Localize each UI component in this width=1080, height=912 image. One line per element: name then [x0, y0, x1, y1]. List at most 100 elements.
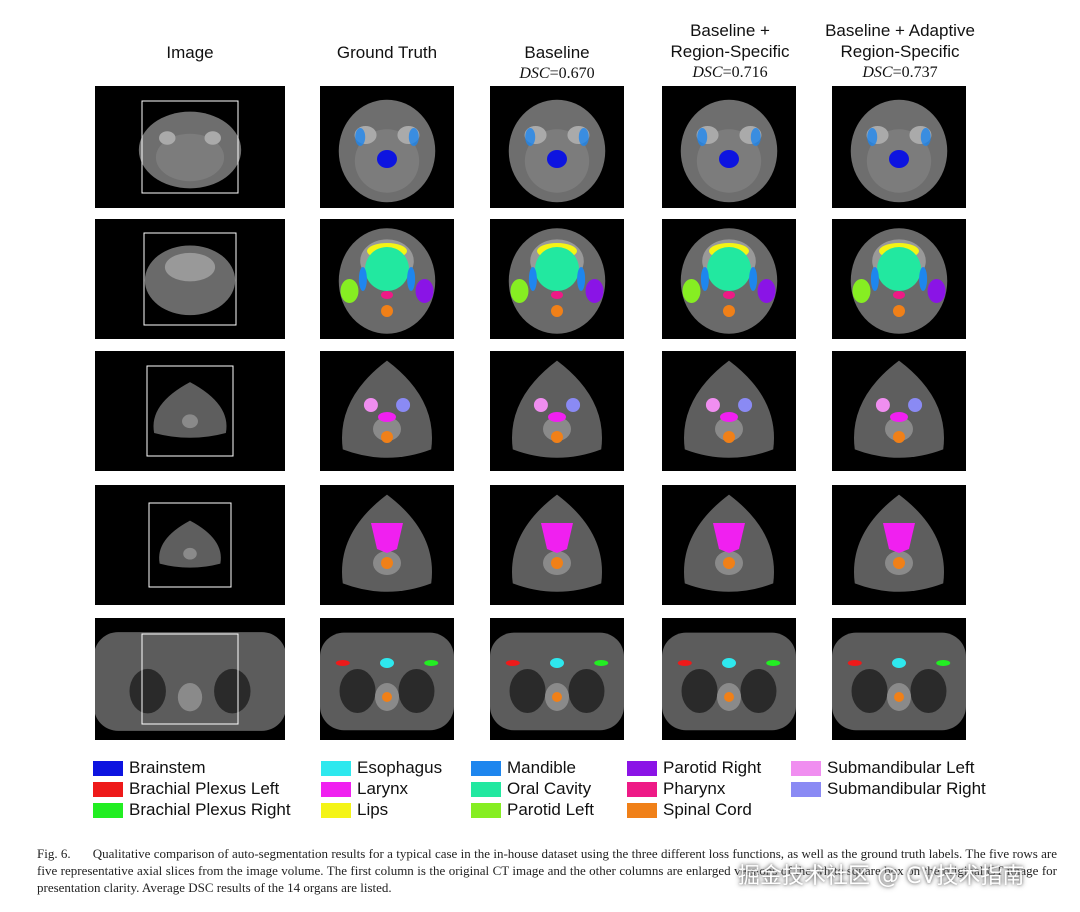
ct-panel [95, 219, 285, 339]
vertebra [181, 414, 199, 429]
lung [568, 669, 605, 713]
dsc-value: DSC=0.670 [490, 63, 624, 84]
legend-label: Esophagus [357, 758, 443, 777]
crop-box [143, 232, 237, 326]
organ-esophagus [722, 658, 736, 668]
organ-mandible [870, 267, 879, 291]
organ-spinal-cord [723, 557, 735, 569]
organ-spinal-cord [893, 557, 905, 569]
lung [851, 669, 888, 713]
organ-pharynx [893, 291, 905, 299]
vertebra [183, 547, 197, 560]
legend-label: Larynx [357, 779, 409, 798]
ct-slice [512, 360, 602, 458]
lung [339, 669, 376, 713]
organ-spinal-cord [723, 305, 735, 317]
column-header-image: Image [95, 42, 285, 63]
legend-item: Submandibular Left [791, 758, 974, 778]
ct-panel [95, 618, 285, 740]
organ-spinal-cord [551, 557, 563, 569]
ct-slice [854, 360, 944, 458]
organ-larynx [720, 412, 738, 422]
organ-brachial-plexus-right [424, 660, 439, 666]
organ-pharynx [551, 291, 563, 299]
dsc-value: DSC=0.716 [650, 62, 810, 83]
ct-slice [320, 632, 454, 731]
organ-brachial-plexus-left [335, 660, 350, 666]
dsc-number: =0.737 [892, 64, 938, 81]
organ-spinal-cord [724, 692, 734, 702]
ct-panel [490, 485, 624, 605]
legend-label: Parotid Left [507, 800, 594, 819]
ct-panel [490, 351, 624, 471]
ct-slice [508, 99, 606, 203]
lung [214, 668, 251, 714]
ct-original [95, 632, 285, 731]
column-title: Image [166, 43, 214, 62]
dsc-value: DSC=0.737 [805, 62, 995, 83]
organ-larynx [713, 523, 745, 553]
legend-label: Oral Cavity [507, 779, 592, 798]
ct-slice [850, 228, 948, 334]
ct-slice [662, 632, 796, 731]
organ-esophagus [380, 658, 394, 668]
column-header-region-specific: Baseline + Region-Specific DSC=0.716 [650, 20, 810, 83]
legend-item: Brainstem [93, 758, 206, 778]
organ-right-structure [920, 128, 931, 146]
organ-oral-cavity [707, 247, 751, 291]
legend-item: Mandible [471, 758, 576, 778]
organ-brachial-plexus-right [766, 660, 781, 666]
organ-submandibular-right [908, 398, 923, 412]
vertebra [885, 417, 913, 441]
column-title: Baseline [524, 43, 590, 62]
ct-panel [832, 351, 966, 471]
ct-panel [490, 86, 624, 208]
legend-item: Parotid Right [627, 758, 761, 778]
column-header-baseline: Baseline DSC=0.670 [490, 42, 624, 84]
shoulder-tissue [95, 632, 285, 731]
organ-parotid-left [682, 279, 701, 303]
neck-tissue [153, 382, 227, 438]
orbit [159, 131, 176, 145]
ct-slice [338, 228, 436, 334]
legend-swatch [791, 760, 821, 776]
organ-spinal-cord [893, 305, 905, 317]
legend-swatch [471, 802, 501, 818]
organ-submandibular-left [363, 398, 378, 412]
legend-item: Larynx [321, 779, 408, 799]
organ-spinal-cord [381, 305, 393, 317]
legend-item: Submandibular Right [791, 779, 986, 799]
legend-swatch [93, 760, 123, 776]
ct-panel [662, 219, 796, 339]
legend-swatch [627, 760, 657, 776]
ct-original [153, 382, 227, 438]
lung [681, 669, 718, 713]
ct-panel [832, 86, 966, 208]
ct-slice [508, 228, 606, 334]
dsc-number: =0.670 [549, 65, 595, 82]
column-header-adaptive: Baseline + Adaptive Region-Specific DSC=… [805, 20, 995, 83]
ct-slice [680, 228, 778, 334]
ct-panel [320, 351, 454, 471]
organ-spinal-cord [382, 692, 392, 702]
legend-label: Mandible [507, 758, 576, 777]
legend-label: Spinal Cord [663, 800, 752, 819]
legend-item: Brachial Plexus Right [93, 800, 291, 820]
ct-panel [490, 618, 624, 740]
ct-slice [854, 494, 944, 592]
ct-panel [95, 86, 285, 208]
legend-swatch [93, 781, 123, 797]
organ-brachial-plexus-left [677, 660, 692, 666]
legend-item: Esophagus [321, 758, 442, 778]
organ-brachial-plexus-left [847, 660, 862, 666]
organ-spinal-cord [723, 431, 735, 443]
legend-item: Spinal Cord [627, 800, 752, 820]
vertebra [715, 417, 743, 441]
ct-slice [342, 360, 432, 458]
column-title: Ground Truth [336, 43, 438, 62]
ct-slice [512, 494, 602, 592]
organ-spinal-cord [381, 431, 393, 443]
organ-spinal-cord [551, 305, 563, 317]
crop-box [141, 100, 239, 194]
jaw [164, 252, 216, 282]
